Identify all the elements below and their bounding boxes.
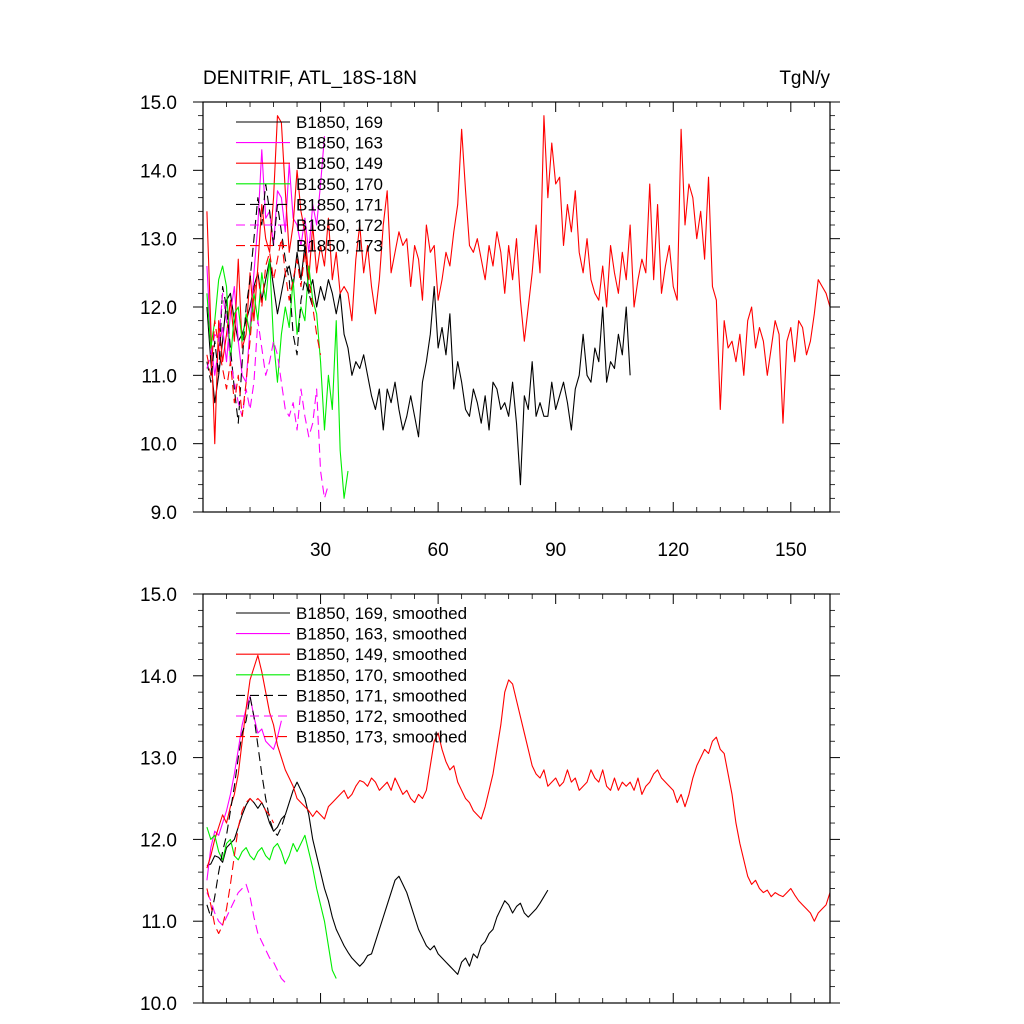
legend-bottom: B1850, 169, smoothed B1850, 163, smoothed… (236, 604, 467, 747)
legend-entry: B1850, 170, smoothed (296, 666, 467, 685)
x-tick-label: 150 (775, 540, 807, 561)
y-tick-label: 12.0 (140, 830, 177, 851)
legend-entry: B1850, 172 (296, 216, 383, 235)
y-tick-label: 14.0 (140, 667, 177, 688)
x-tick-label: 30 (310, 540, 331, 561)
y-tick-label: 9.0 (151, 503, 177, 524)
legend-entry: B1850, 170 (296, 175, 383, 194)
y-tick-label: 13.0 (140, 230, 177, 251)
legend-entry: B1850, 171 (296, 195, 383, 214)
series-line-2 (206, 136, 326, 383)
legend-entry: B1850, 173, smoothed (296, 728, 467, 747)
ticks-top: 30 60 90 120 150 9.0 10.0 11.0 12.0 13.0 14.0 15.0 (140, 93, 840, 561)
y-tick-label: 13.0 (140, 749, 177, 770)
series-line-5 (206, 183, 314, 424)
series-line-3 (206, 654, 830, 922)
y-tick-label: 15.0 (140, 585, 177, 606)
plot-frame-top (202, 101, 831, 513)
legend-entry: B1850, 149 (296, 154, 383, 173)
units-label: TgN/y (779, 68, 830, 89)
series-line-7 (206, 797, 275, 935)
x-tick-label: 60 (428, 540, 449, 561)
series-line-2 (206, 695, 282, 881)
series-layer-top (206, 115, 830, 499)
legend-entry: B1850, 149, smoothed (296, 645, 467, 664)
ticks-bottom: 10.0 11.0 12.0 13.0 14.0 15.0 (140, 585, 840, 1015)
legend-entry: B1850, 163, smoothed (296, 625, 467, 644)
series-line-4 (206, 826, 337, 979)
panel-bottom: B1850, 169, smoothed B1850, 163, smoothed… (140, 585, 840, 1015)
legend-entry: B1850, 169 (296, 113, 383, 132)
y-tick-label: 14.0 (140, 161, 177, 182)
series-line-6 (206, 883, 286, 983)
y-tick-label: 10.0 (140, 435, 177, 456)
legend-entry: B1850, 169, smoothed (296, 604, 467, 623)
panel-top: DENITRIF, ATL_18S-18N TgN/y B1850, 169B1… (140, 68, 840, 561)
legend-entry: B1850, 173 (296, 237, 383, 256)
series-line-1 (206, 781, 549, 975)
x-tick-label: 90 (545, 540, 566, 561)
legend-entry: B1850, 163 (296, 134, 383, 153)
legend-entry: B1850, 172, smoothed (296, 707, 467, 726)
legend-entry: B1850, 171, smoothed (296, 686, 467, 705)
y-tick-label: 11.0 (141, 366, 177, 387)
series-layer-bottom (206, 654, 830, 983)
y-tick-label: 11.0 (141, 912, 177, 933)
y-tick-label: 10.0 (140, 994, 177, 1015)
series-line-5 (206, 695, 286, 918)
series-line-1 (206, 244, 631, 486)
plot-frame-bottom (202, 593, 831, 1004)
x-tick-label: 120 (657, 540, 689, 561)
chart-title: DENITRIF, ATL_18S-18N (203, 68, 417, 89)
y-tick-label: 12.0 (140, 298, 177, 319)
series-line-3 (206, 115, 830, 445)
y-tick-label: 15.0 (140, 93, 177, 114)
series-line-6 (206, 292, 329, 499)
series-line-7 (206, 238, 322, 417)
